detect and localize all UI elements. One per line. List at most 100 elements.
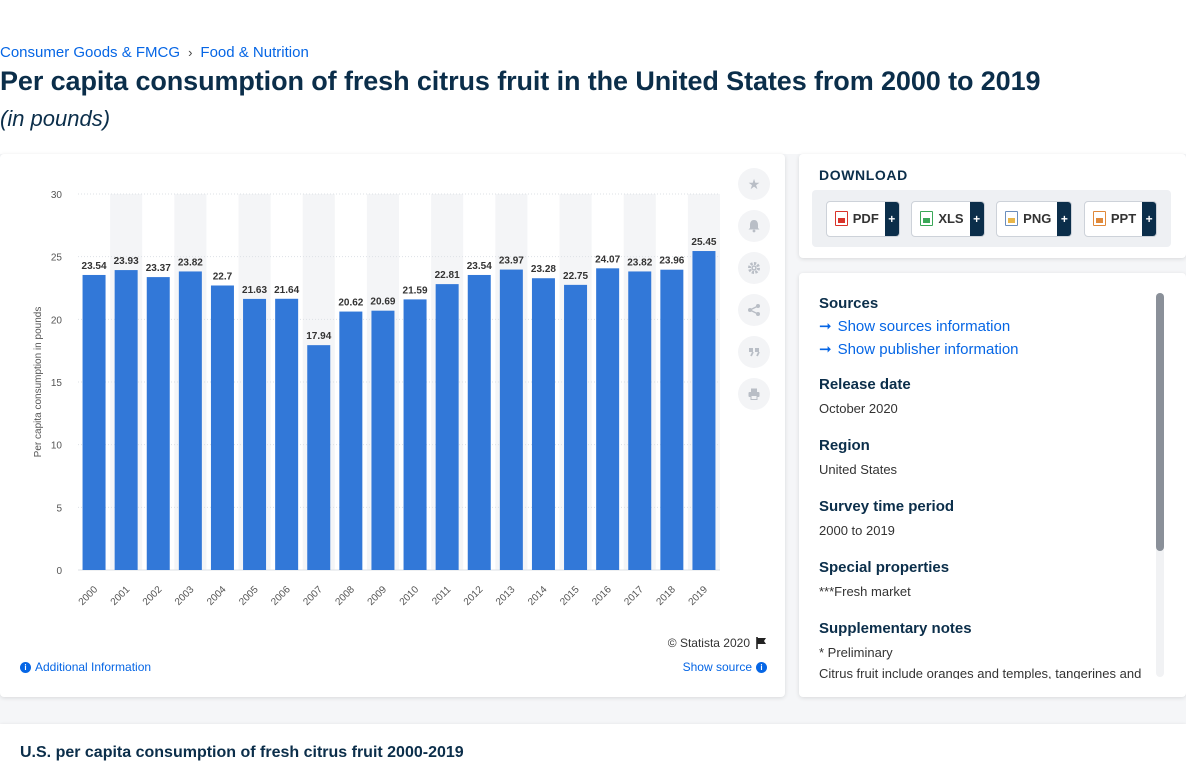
- png-label: PNG: [1023, 211, 1051, 226]
- related-statistic-title[interactable]: U.S. per capita consumption of fresh cit…: [20, 744, 464, 762]
- data-label: 21.64: [274, 285, 299, 296]
- statistic-info-card: Sources ➞ Show sources information ➞ Sho…: [799, 273, 1186, 697]
- additional-information-link[interactable]: i Additional Information: [20, 660, 151, 674]
- show-sources-label: Show sources information: [838, 318, 1011, 335]
- download-xls-button[interactable]: XLS +: [911, 201, 984, 237]
- breadcrumb-item-food-nutrition[interactable]: Food & Nutrition: [200, 44, 308, 61]
- bar: [243, 299, 266, 570]
- data-label: 21.63: [242, 285, 267, 296]
- related-statistic-card: U.S. per capita consumption of fresh cit…: [0, 724, 1186, 764]
- supplementary-note-citrus: Citrus fruit include oranges and temples…: [819, 663, 1149, 679]
- show-publisher-label: Show publisher information: [838, 341, 1019, 358]
- ppt-plus-icon[interactable]: +: [1142, 202, 1156, 236]
- top-bar: [0, 0, 1186, 38]
- x-tick-label: 2002: [141, 584, 165, 608]
- page-title: Per capita consumption of fresh citrus f…: [0, 66, 1040, 97]
- x-tick-label: 2007: [301, 584, 325, 608]
- x-tick-label: 2015: [558, 584, 582, 608]
- breadcrumb-separator: ›: [188, 45, 192, 60]
- bar: [596, 268, 619, 570]
- show-publisher-link[interactable]: ➞ Show publisher information: [819, 340, 1149, 358]
- bar: [404, 299, 427, 570]
- bar: [660, 270, 683, 570]
- info-icon: i: [20, 662, 31, 673]
- release-date-value: October 2020: [819, 398, 1149, 419]
- ppt-label: PPT: [1111, 211, 1136, 226]
- arrow-right-icon: ➞: [819, 317, 832, 335]
- x-tick-label: 2012: [462, 584, 486, 608]
- info-scroll-area: Sources ➞ Show sources information ➞ Sho…: [819, 295, 1149, 679]
- data-label: 21.59: [403, 285, 428, 296]
- gear-icon[interactable]: [738, 252, 770, 284]
- flag-icon[interactable]: [756, 637, 767, 649]
- x-tick-label: 2018: [654, 584, 678, 608]
- download-title: DOWNLOAD: [819, 167, 908, 183]
- xls-plus-icon[interactable]: +: [970, 202, 984, 236]
- data-label: 20.69: [370, 297, 395, 308]
- pdf-plus-icon[interactable]: +: [885, 202, 899, 236]
- info-icon: i: [756, 662, 767, 673]
- chart-copyright: © Statista 2020: [668, 636, 767, 650]
- bar: [532, 278, 555, 570]
- bar: [436, 284, 459, 570]
- bar: [628, 271, 651, 570]
- x-tick-label: 2008: [333, 584, 357, 608]
- bar: [115, 270, 138, 570]
- bar: [692, 251, 715, 570]
- y-tick-label: 25: [51, 253, 63, 264]
- info-scrollbar[interactable]: [1156, 293, 1164, 677]
- arrow-right-icon: ➞: [819, 340, 832, 358]
- xls-label: XLS: [938, 211, 963, 226]
- survey-period-value: 2000 to 2019: [819, 520, 1149, 541]
- share-icon[interactable]: [738, 294, 770, 326]
- bell-icon[interactable]: [738, 210, 770, 242]
- x-tick-label: 2004: [205, 584, 229, 608]
- bar: [147, 277, 170, 570]
- x-tick-label: 2003: [173, 584, 197, 608]
- data-label: 22.7: [213, 271, 233, 282]
- print-icon[interactable]: [738, 378, 770, 410]
- data-label: 23.82: [178, 257, 203, 268]
- pdf-label: PDF: [853, 211, 879, 226]
- bar: [468, 275, 491, 570]
- x-tick-label: 2005: [237, 584, 261, 608]
- bar: [83, 275, 106, 570]
- x-tick-label: 2011: [430, 584, 453, 607]
- special-properties-heading: Special properties: [819, 559, 1149, 576]
- data-label: 23.28: [531, 264, 556, 275]
- download-pdf-button[interactable]: PDF +: [826, 201, 900, 237]
- y-tick-label: 30: [51, 190, 63, 201]
- y-tick-label: 10: [51, 441, 63, 452]
- bar-chart: 0 5 10 15 20 25 30 Per capita consumption in po…: [0, 154, 730, 624]
- copyright-text: © Statista 2020: [668, 636, 750, 650]
- data-label: 23.54: [467, 261, 492, 272]
- data-label: 20.62: [338, 298, 363, 309]
- scrollbar-thumb[interactable]: [1156, 293, 1164, 551]
- y-tick-label: 0: [56, 566, 62, 577]
- special-properties-value: ***Fresh market: [819, 581, 1149, 602]
- bar: [211, 285, 234, 570]
- download-ppt-button[interactable]: PPT +: [1084, 201, 1157, 237]
- breadcrumb-item-consumer-goods[interactable]: Consumer Goods & FMCG: [0, 44, 180, 61]
- supplementary-note-preliminary: * Preliminary: [819, 642, 1149, 663]
- data-label: 24.07: [595, 254, 620, 265]
- star-icon[interactable]: ★: [738, 168, 770, 200]
- data-label: 22.75: [563, 271, 588, 282]
- png-plus-icon[interactable]: +: [1057, 202, 1071, 236]
- y-tick-label: 5: [56, 503, 62, 514]
- region-heading: Region: [819, 437, 1149, 454]
- show-source-link[interactable]: Show source i: [683, 660, 767, 674]
- x-tick-label: 2001: [109, 584, 133, 608]
- chart-tools: ★: [738, 168, 770, 410]
- x-tick-label: 2009: [366, 584, 390, 608]
- data-label: 25.45: [691, 237, 716, 248]
- ppt-file-icon: [1093, 211, 1106, 226]
- data-label: 23.54: [82, 261, 107, 272]
- show-sources-link[interactable]: ➞ Show sources information: [819, 317, 1149, 335]
- quote-icon[interactable]: [738, 336, 770, 368]
- bar: [275, 299, 298, 570]
- x-tick-label: 2013: [494, 584, 518, 608]
- download-png-button[interactable]: PNG +: [996, 201, 1072, 237]
- data-label: 23.82: [627, 257, 652, 268]
- bar: [339, 312, 362, 570]
